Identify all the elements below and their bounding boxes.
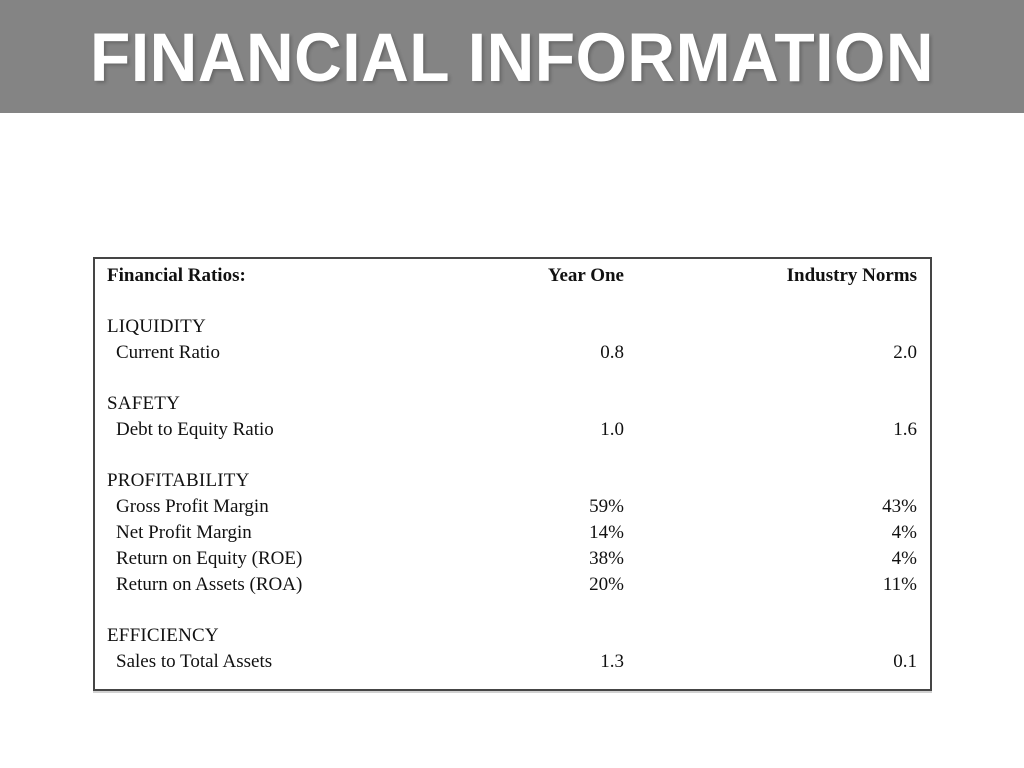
ratio-label: Sales to Total Assets [116,651,273,672]
section-industry-norms-spacer [624,468,917,494]
section-year-one-spacer [424,314,624,340]
table-row: Return on Equity (ROE) 38% 4% [107,546,917,572]
table-section: LIQUIDITY Current Ratio 0.8 2.0 [107,314,917,366]
table-row: Sales to Total Assets 1.3 0.1 [107,649,917,675]
year-one-value: 38% [589,548,624,569]
table-section: PROFITABILITY Gross Profit Margin 59% 43… [107,468,917,598]
year-one-value: 0.8 [600,342,624,363]
table-section: SAFETY Debt to Equity Ratio 1.0 1.6 [107,391,917,443]
section-name: PROFITABILITY [107,470,250,491]
table-row: Return on Assets (ROA) 20% 11% [107,572,917,598]
table-section: EFFICIENCY Sales to Total Assets 1.3 0.1 [107,623,917,675]
section-year-one-spacer [424,623,624,649]
section-industry-norms-spacer [624,391,917,417]
section-industry-norms-spacer [624,314,917,340]
section-header-row: SAFETY [107,391,917,417]
section-year-one-spacer [424,391,624,417]
table-row: Net Profit Margin 14% 4% [107,520,917,546]
industry-norms-value: 1.6 [893,419,917,440]
industry-norms-value: 4% [891,548,917,569]
industry-norms-value: 4% [891,522,917,543]
year-one-value: 14% [589,522,624,543]
table-header-row: Financial Ratios: Year One Industry Norm… [107,263,917,289]
industry-norms-value: 11% [882,574,917,595]
slide-title: FINANCIAL INFORMATION [90,18,934,95]
year-one-value: 20% [589,574,624,595]
section-name: SAFETY [107,393,180,414]
table-body: LIQUIDITY Current Ratio 0.8 2.0 SAFETY D… [107,314,917,675]
section-industry-norms-spacer [624,623,917,649]
column-header-year-one: Year One [547,265,624,286]
slide-header-banner: FINANCIAL INFORMATION [0,0,1024,113]
ratio-label: Gross Profit Margin [116,496,269,517]
ratio-label: Net Profit Margin [116,522,252,543]
column-header-industry-norms: Industry Norms [786,265,917,286]
table-row: Current Ratio 0.8 2.0 [107,340,917,366]
year-one-value: 1.0 [600,419,624,440]
industry-norms-value: 2.0 [893,342,917,363]
column-header-financial-ratios: Financial Ratios: [107,265,246,286]
section-header-row: EFFICIENCY [107,623,917,649]
section-name: LIQUIDITY [107,316,206,337]
section-year-one-spacer [424,468,624,494]
year-one-value: 1.3 [600,651,624,672]
year-one-value: 59% [589,496,624,517]
section-header-row: PROFITABILITY [107,468,917,494]
table-row: Debt to Equity Ratio 1.0 1.6 [107,417,917,443]
section-name: EFFICIENCY [107,625,219,646]
section-header-row: LIQUIDITY [107,314,917,340]
ratio-label: Return on Assets (ROA) [116,574,303,595]
table-row: Gross Profit Margin 59% 43% [107,494,917,520]
industry-norms-value: 43% [882,496,917,517]
ratio-label: Current Ratio [116,342,220,363]
industry-norms-value: 0.1 [893,651,917,672]
ratio-label: Return on Equity (ROE) [116,548,303,569]
ratio-label: Debt to Equity Ratio [116,419,274,440]
financial-ratios-table: Financial Ratios: Year One Industry Norm… [93,257,932,691]
